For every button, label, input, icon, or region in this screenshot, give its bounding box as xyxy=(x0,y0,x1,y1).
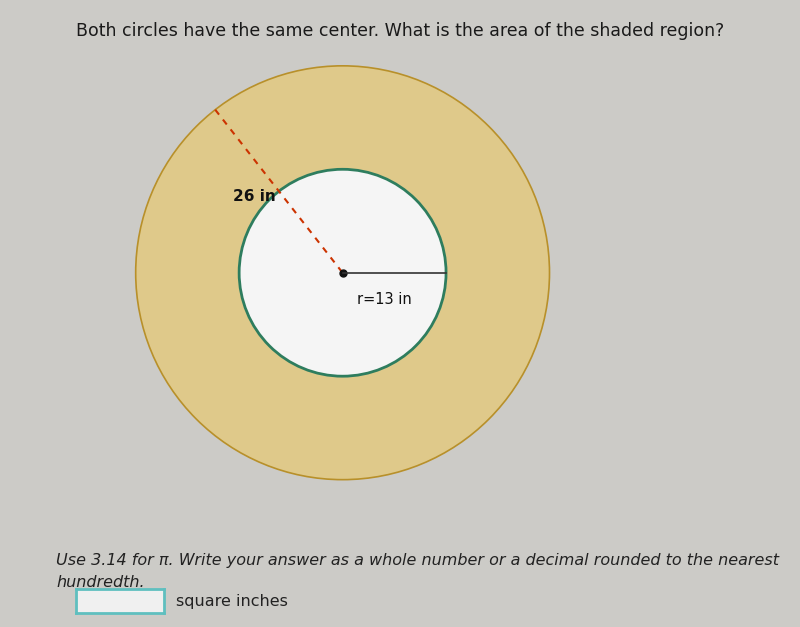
Text: square inches: square inches xyxy=(176,594,288,609)
Circle shape xyxy=(136,66,550,480)
Text: Both circles have the same center. What is the area of the shaded region?: Both circles have the same center. What … xyxy=(76,22,724,40)
Text: hundredth.: hundredth. xyxy=(56,575,145,590)
Text: Use 3.14 for π. Write your answer as a whole number or a decimal rounded to the : Use 3.14 for π. Write your answer as a w… xyxy=(56,553,779,568)
Text: r=13 in: r=13 in xyxy=(357,292,411,307)
Circle shape xyxy=(239,169,446,376)
Text: 26 in: 26 in xyxy=(233,189,275,204)
